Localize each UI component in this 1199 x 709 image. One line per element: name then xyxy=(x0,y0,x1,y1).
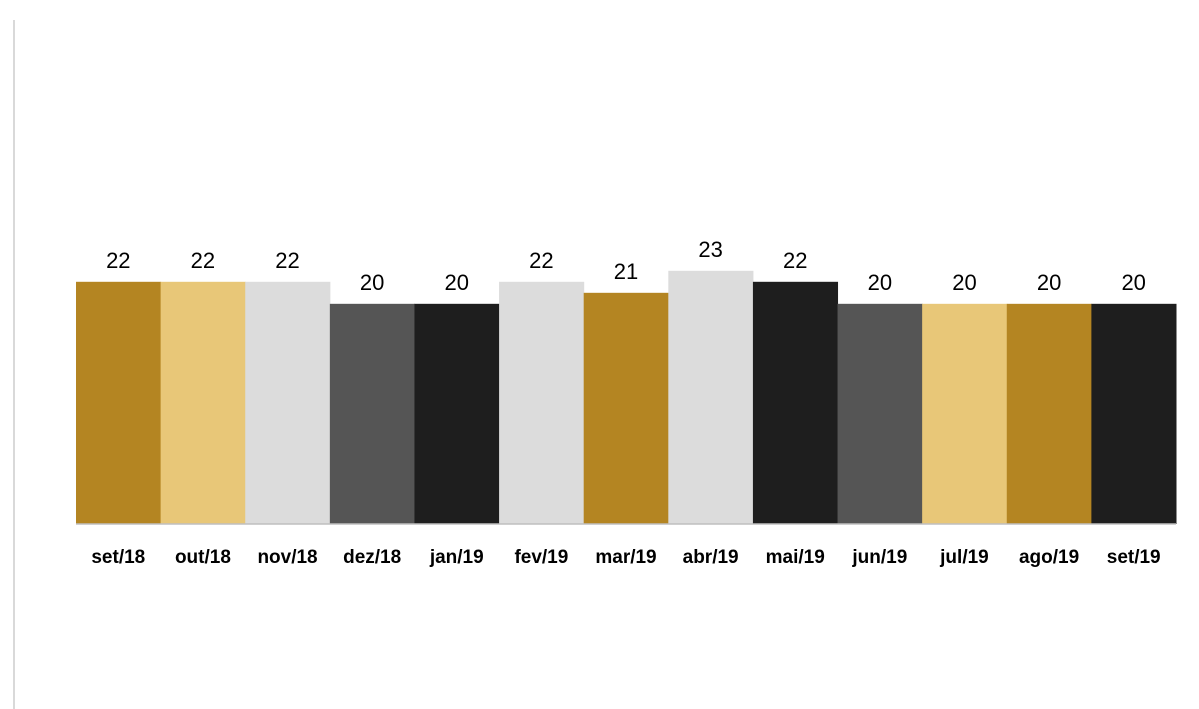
x-tick-label: nov/18 xyxy=(257,547,317,568)
bar-fev-19 xyxy=(499,281,585,524)
bar-mai-19 xyxy=(752,281,839,524)
bar-nov-18 xyxy=(245,281,331,524)
data-label: 20 xyxy=(360,270,384,295)
data-label: 21 xyxy=(614,259,638,284)
category-labels-layer: set/18 out/18 nov/18 dez/18 jan/19 fev/19 mar/… xyxy=(91,547,1160,568)
x-tick-label: mar/19 xyxy=(595,547,656,568)
x-tick-label: fev/19 xyxy=(514,547,568,568)
x-tick-label: jan/19 xyxy=(429,547,484,568)
data-label: 23 xyxy=(698,237,722,262)
x-tick-label: mai/19 xyxy=(766,547,825,568)
bar-set-18 xyxy=(76,281,162,524)
bar-mar-19 xyxy=(583,292,669,524)
x-tick-label: out/18 xyxy=(175,547,231,568)
bar-ago-19 xyxy=(1006,303,1092,524)
bar-abr-19 xyxy=(668,270,754,524)
data-label: 20 xyxy=(868,270,892,295)
value-labels-layer: 22 22 22 20 20 22 21 23 22 20 20 20 20 xyxy=(106,237,1146,295)
bar-out-18 xyxy=(160,281,246,524)
bar-jul-19 xyxy=(922,303,1008,524)
bar-dez-18 xyxy=(329,303,415,524)
bars-layer xyxy=(76,270,1177,524)
data-label: 22 xyxy=(529,248,553,273)
data-label: 22 xyxy=(191,248,215,273)
x-tick-label: set/18 xyxy=(91,547,145,568)
bar-jan-19 xyxy=(414,303,500,524)
data-label: 22 xyxy=(106,248,130,273)
data-label: 20 xyxy=(1121,270,1145,295)
x-tick-label: jul/19 xyxy=(939,547,989,568)
bar-jun-19 xyxy=(837,303,923,524)
x-tick-label: abr/19 xyxy=(683,547,739,568)
data-label: 22 xyxy=(275,248,299,273)
data-label: 20 xyxy=(445,270,469,295)
x-tick-label: set/19 xyxy=(1107,547,1161,568)
data-label: 22 xyxy=(783,248,807,273)
bar-set-19 xyxy=(1091,303,1177,524)
data-label: 20 xyxy=(1037,270,1061,295)
x-tick-label: ago/19 xyxy=(1019,547,1079,568)
data-label: 20 xyxy=(952,270,976,295)
x-tick-label: jun/19 xyxy=(851,547,907,568)
x-tick-label: dez/18 xyxy=(343,547,401,568)
